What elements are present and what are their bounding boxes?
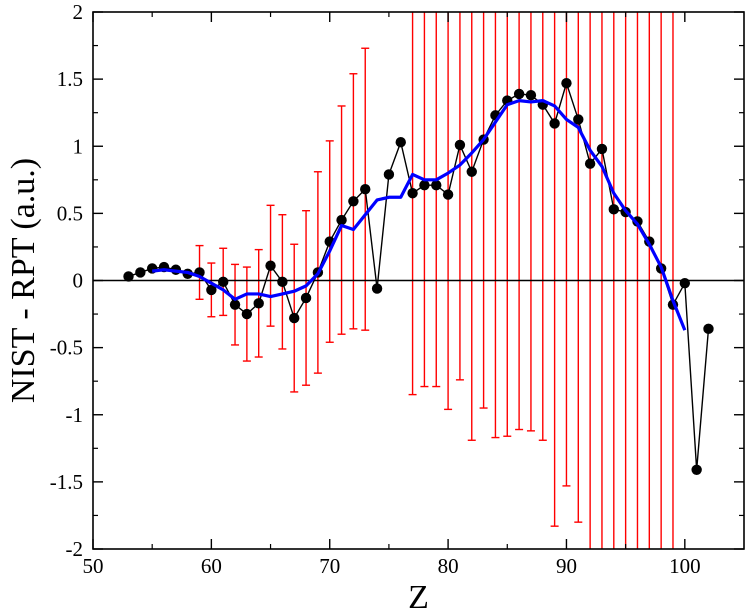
data-point (241, 308, 253, 320)
y-tick-label: -2 (66, 537, 84, 561)
data-point (525, 90, 537, 101)
data-point (383, 169, 395, 180)
data-point (679, 277, 691, 289)
data-point (608, 204, 619, 215)
data-point (218, 276, 229, 288)
data-point (395, 137, 406, 148)
series-line-blue (152, 99, 687, 331)
x-tick-label: 70 (319, 554, 340, 578)
data-point (277, 276, 288, 288)
data-point (229, 299, 241, 310)
y-tick-label: 1 (73, 134, 84, 158)
x-axis-label: Z (408, 579, 429, 615)
y-tick-label: 1.5 (57, 67, 83, 91)
x-tick-label: 50 (83, 554, 104, 578)
x-tick-label: 90 (556, 554, 577, 578)
data-point (371, 283, 383, 294)
data-point (549, 118, 560, 129)
data-point (466, 166, 477, 177)
series-fit-line (152, 99, 687, 331)
data-point (691, 464, 702, 475)
data-point (419, 179, 430, 191)
data-point (454, 139, 466, 151)
data-point (596, 143, 608, 155)
data-point (561, 77, 572, 89)
data-point (348, 196, 359, 207)
series-line-black (128, 80, 710, 470)
data-point (573, 114, 584, 125)
y-tick-label: -1.5 (50, 470, 83, 494)
data-point (431, 179, 442, 191)
data-point (584, 158, 596, 169)
data-point (336, 214, 347, 226)
data-point (360, 184, 371, 195)
data-point (442, 189, 454, 200)
y-tick-label: 2 (73, 0, 84, 24)
data-point (253, 298, 264, 309)
data-point (289, 312, 300, 324)
y-tick-label: 0 (73, 269, 84, 293)
y-tick-label: -1 (66, 403, 84, 427)
data-point (206, 284, 217, 296)
y-axis-label: NIST - RPT (a.u.) (5, 158, 42, 403)
x-tick-label: 80 (438, 554, 459, 578)
y-tick-label: 0.5 (57, 201, 83, 225)
data-point (703, 323, 714, 335)
data-point (300, 292, 312, 304)
series-data-points (123, 77, 714, 475)
data-point (265, 260, 276, 271)
data-point (513, 88, 525, 100)
x-tick-label: 60 (201, 554, 222, 578)
data-point (123, 271, 134, 282)
ticks: 50 60 70 80 90 100 -2 -1.5 -1 -0.5 0 0.5 1 1.5 2 (50, 0, 744, 578)
data-point (135, 267, 146, 278)
x-tick-label: 100 (669, 554, 701, 578)
data-point (407, 188, 418, 199)
y-tick-label: -0.5 (50, 336, 83, 360)
